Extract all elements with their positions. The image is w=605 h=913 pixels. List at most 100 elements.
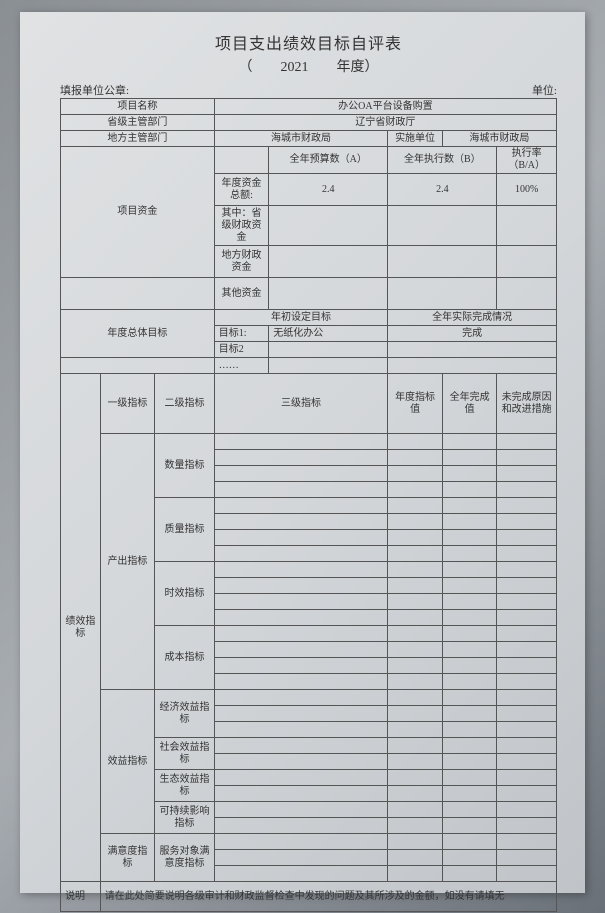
cell-empty xyxy=(214,690,388,706)
cell-empty xyxy=(388,358,557,374)
cell-empty xyxy=(497,722,557,738)
cell-empty xyxy=(497,530,557,546)
label-econ-ind: 经济效益指标 xyxy=(155,690,215,738)
label-actual-complete: 全年实际完成情况 xyxy=(388,310,557,326)
cell-empty xyxy=(388,466,443,482)
cell-empty xyxy=(388,342,557,358)
cell-empty xyxy=(388,802,443,818)
cell-empty xyxy=(497,610,557,626)
cell-empty xyxy=(497,206,557,246)
cell-empty xyxy=(442,738,497,754)
label-time-ind: 时效指标 xyxy=(155,562,215,626)
cell-empty xyxy=(388,514,443,530)
cell-empty xyxy=(497,674,557,690)
cell-empty xyxy=(388,706,443,722)
cell-empty xyxy=(388,434,443,450)
cell-empty xyxy=(388,770,443,786)
label-prov-dept: 省级主管部门 xyxy=(61,115,215,131)
label-sustain-ind: 可持续影响指标 xyxy=(155,802,215,834)
val-project-name: 办公OA平台设备购置 xyxy=(214,99,556,115)
label-complete-val: 全年完成值 xyxy=(442,374,497,434)
label-service-ind: 服务对象满意度指标 xyxy=(155,834,215,882)
label-perf-indicator: 绩效指标 xyxy=(61,374,101,882)
cell-empty xyxy=(497,738,557,754)
label-l1: 一级指标 xyxy=(100,374,155,434)
cell-empty xyxy=(497,642,557,658)
cell-empty xyxy=(497,466,557,482)
cell-empty xyxy=(388,786,443,802)
cell-empty xyxy=(214,786,388,802)
label-other-fund: 其他资金 xyxy=(214,278,269,310)
label-dots: …… xyxy=(214,358,269,374)
cell-empty xyxy=(214,626,388,642)
cell-empty xyxy=(497,770,557,786)
cell-empty xyxy=(442,594,497,610)
val-complete: 完成 xyxy=(388,326,557,342)
label-local-dept: 地方主管部门 xyxy=(61,131,215,147)
cell-empty xyxy=(388,546,443,562)
document-paper: 项目支出绩效目标自评表 （ 2021 年度） 填报单位公章: 单位: 项目名称 … xyxy=(20,12,585,893)
label-target1: 目标1: xyxy=(214,326,269,342)
val-rate: 100% xyxy=(497,174,557,206)
label-exec-b: 全年执行数（B） xyxy=(388,147,497,174)
cell-empty xyxy=(442,722,497,738)
cell-empty xyxy=(269,358,388,374)
cell-empty xyxy=(442,626,497,642)
cell-empty xyxy=(214,850,388,866)
cell-empty xyxy=(497,658,557,674)
label-l3: 三级指标 xyxy=(214,374,388,434)
label-target2: 目标2 xyxy=(214,342,269,358)
cell-empty xyxy=(442,850,497,866)
cell-empty xyxy=(388,642,443,658)
cell-empty xyxy=(214,147,269,174)
label-target-val: 年度指标值 xyxy=(388,374,443,434)
cell-empty xyxy=(214,594,388,610)
label-annual-total: 年度资金总额: xyxy=(214,174,269,206)
cell-empty xyxy=(497,690,557,706)
cell-empty xyxy=(214,674,388,690)
cell-empty xyxy=(388,658,443,674)
cell-empty xyxy=(442,434,497,450)
label-local-fund: 地方财政资金 xyxy=(214,246,269,278)
cell-empty xyxy=(214,466,388,482)
cell-empty xyxy=(442,818,497,834)
label-project-fund: 项目资金 xyxy=(61,147,215,278)
label-benefit-ind: 效益指标 xyxy=(100,690,155,834)
cell-empty xyxy=(214,514,388,530)
main-title: 项目支出绩效目标自评表 xyxy=(60,30,557,54)
cell-empty xyxy=(442,610,497,626)
cell-empty xyxy=(388,278,497,310)
cell-empty xyxy=(214,818,388,834)
cell-empty xyxy=(497,834,557,850)
cell-empty xyxy=(497,786,557,802)
cell-empty xyxy=(442,450,497,466)
cell-empty xyxy=(214,578,388,594)
unit-label: 单位: xyxy=(532,82,557,98)
cell-empty xyxy=(497,626,557,642)
cell-empty xyxy=(497,482,557,498)
val-prov-dept: 辽宁省财政厅 xyxy=(214,115,556,131)
cell-empty xyxy=(61,358,215,374)
val-explain: 请在此处简要说明各级审计和财政监督检查中发现的问题及其所涉及的金额，如没有请填无 xyxy=(100,882,556,912)
val-exec-b: 2.4 xyxy=(388,174,497,206)
val-budget-a: 2.4 xyxy=(269,174,388,206)
cell-empty xyxy=(442,770,497,786)
cell-empty xyxy=(214,530,388,546)
cell-empty xyxy=(497,866,557,882)
cell-empty xyxy=(388,738,443,754)
cell-empty xyxy=(388,754,443,770)
cell-empty xyxy=(214,658,388,674)
cell-empty xyxy=(388,866,443,882)
cell-empty xyxy=(388,674,443,690)
cell-empty xyxy=(388,834,443,850)
cell-empty xyxy=(388,498,443,514)
cell-empty xyxy=(497,850,557,866)
cell-empty xyxy=(442,578,497,594)
seal-label: 填报单位公章: xyxy=(60,82,129,98)
cell-empty xyxy=(442,754,497,770)
label-impl-unit: 实施单位 xyxy=(388,131,443,147)
cell-empty xyxy=(269,246,388,278)
evaluation-table: 项目名称 办公OA平台设备购置 省级主管部门 辽宁省财政厅 地方主管部门 海城市… xyxy=(60,98,557,912)
label-rate: 执行率（B/A） xyxy=(497,147,557,174)
cell-empty xyxy=(214,610,388,626)
